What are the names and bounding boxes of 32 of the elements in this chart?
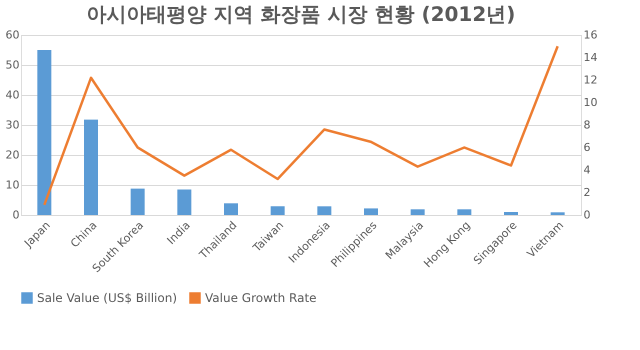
bar bbox=[410, 209, 425, 215]
y-tick-label: 30 bbox=[6, 118, 20, 132]
bar bbox=[177, 190, 192, 215]
bar bbox=[37, 50, 52, 215]
bar bbox=[84, 120, 98, 215]
bar bbox=[550, 212, 565, 215]
y-tick-label: 10 bbox=[6, 178, 20, 192]
bar bbox=[364, 208, 378, 215]
y2-tick-label: 0 bbox=[584, 208, 590, 222]
chart-title: 아시아태평양 지역 화장품 시장 현황 (2012년) bbox=[86, 2, 516, 26]
line-series bbox=[43, 45, 559, 206]
y2-tick-label: 16 bbox=[584, 28, 598, 42]
y2-tick-label: 12 bbox=[584, 74, 598, 86]
y2-tick-label: 2 bbox=[584, 186, 590, 199]
y2-tick-label: 4 bbox=[584, 164, 590, 176]
bar bbox=[270, 206, 285, 215]
y-tick-label: 40 bbox=[6, 88, 20, 102]
y-tick-label: 50 bbox=[6, 58, 20, 72]
bar bbox=[504, 212, 518, 215]
legend-label: Sale Value (US$ Billion) bbox=[37, 291, 177, 305]
y-tick-label: 0 bbox=[12, 208, 20, 222]
bar bbox=[130, 188, 145, 215]
bar bbox=[224, 203, 238, 215]
y-tick-label: 20 bbox=[6, 148, 20, 162]
legend-label: Value Growth Rate bbox=[205, 291, 317, 305]
y2-tick-label: 10 bbox=[584, 96, 598, 109]
y2-tick-label: 14 bbox=[584, 51, 598, 64]
bar bbox=[457, 209, 472, 215]
y2-tick-label: 8 bbox=[584, 118, 590, 132]
y2-tick-label: 6 bbox=[584, 141, 590, 154]
bar bbox=[317, 206, 332, 215]
y-tick-label: 60 bbox=[6, 28, 20, 42]
